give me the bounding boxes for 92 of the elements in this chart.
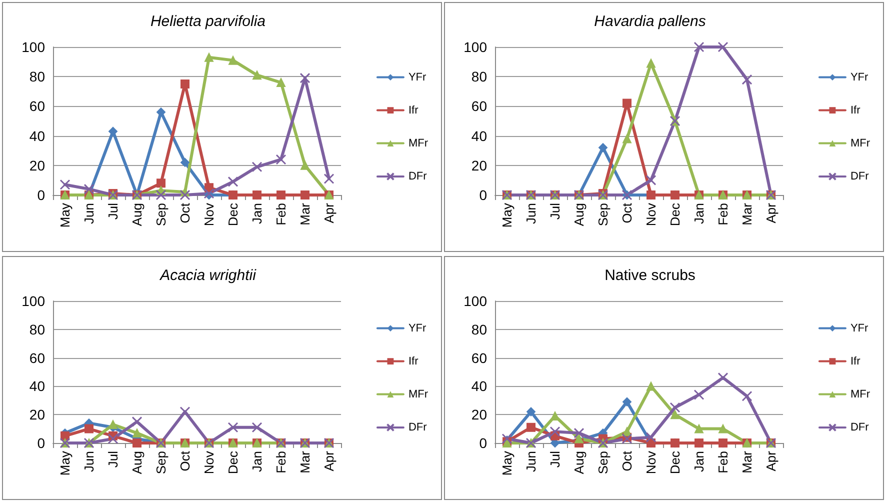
x-tick-label: Oct <box>178 202 192 224</box>
y-tick-label: 100 <box>22 293 46 309</box>
y-tick-label: 100 <box>22 39 46 55</box>
x-tick-label: Jan <box>250 203 264 224</box>
x-tick-label: Dec <box>668 450 682 474</box>
y-tick-label: 0 <box>479 435 488 451</box>
legend-label: YFr <box>850 322 869 334</box>
y-tick-label: 20 <box>471 406 488 423</box>
legend-label: DFr <box>408 422 428 434</box>
x-tick-label: Nov <box>202 202 216 226</box>
legend-label: MFr <box>408 388 428 400</box>
y-tick-label: 40 <box>29 128 46 144</box>
x-tick-label: Aug <box>572 451 586 474</box>
legend-label: Ifr <box>408 355 419 368</box>
legend-label: YFr <box>408 71 427 84</box>
legend-label: MFr <box>408 137 428 150</box>
y-tick-label: 60 <box>471 350 488 366</box>
y-tick-label: 80 <box>29 321 46 338</box>
x-tick-label: Nov <box>202 450 216 474</box>
x-tick-label: Apr <box>764 450 778 472</box>
x-tick-label: Aug <box>572 203 586 226</box>
x-tick-label: Apr <box>764 202 778 224</box>
x-tick-label: Feb <box>274 451 288 474</box>
x-tick-label: Apr <box>322 450 336 472</box>
chart-title: Acacia wrightii <box>159 267 257 284</box>
x-tick-label: Sep <box>596 203 610 226</box>
x-tick-label: Jul <box>548 202 562 220</box>
x-tick-label: Oct <box>178 450 192 472</box>
x-tick-label: Apr <box>322 202 336 224</box>
legend-label: YFr <box>408 322 427 334</box>
chart-title: Helietta parvifolia <box>150 13 266 30</box>
y-tick-label: 20 <box>29 406 46 423</box>
x-tick-label: Dec <box>226 450 240 474</box>
x-tick-label: Oct <box>620 202 634 224</box>
y-tick-label: 80 <box>29 68 46 85</box>
x-tick-label: Jun <box>82 451 96 472</box>
legend-label: DFr <box>850 170 870 182</box>
x-tick-label: Jul <box>106 202 120 220</box>
chart-title: Native scrubs <box>604 267 696 284</box>
x-tick-label: May <box>500 450 514 476</box>
y-tick-label: 40 <box>471 128 488 144</box>
y-tick-label: 100 <box>464 39 488 55</box>
x-tick-label: Mar <box>740 450 754 474</box>
x-tick-label: May <box>500 202 514 228</box>
x-tick-label: Nov <box>644 202 658 226</box>
x-tick-label: Jul <box>548 450 562 468</box>
x-tick-label: Aug <box>130 451 144 474</box>
x-tick-label: Sep <box>154 451 168 474</box>
x-tick-label: Jan <box>692 451 706 472</box>
x-tick-label: Jun <box>82 203 96 224</box>
x-tick-label: Mar <box>740 202 754 226</box>
x-tick-label: May <box>58 202 72 228</box>
legend-label: YFr <box>850 71 869 84</box>
legend-label: DFr <box>408 170 428 182</box>
x-tick-label: Sep <box>154 203 168 226</box>
x-tick-label: Sep <box>596 451 610 474</box>
legend-label: MFr <box>850 388 870 400</box>
x-tick-label: Feb <box>716 451 730 474</box>
chart-title: Havardia pallens <box>594 13 706 30</box>
x-tick-label: Jun <box>524 203 538 224</box>
x-tick-label: Jan <box>250 451 264 472</box>
y-tick-label: 0 <box>37 187 46 203</box>
x-tick-label: Jul <box>106 450 120 468</box>
x-tick-label: Mar <box>298 450 312 474</box>
legend-label: Ifr <box>850 104 861 116</box>
y-tick-label: 0 <box>479 187 488 203</box>
y-tick-label: 40 <box>29 378 46 394</box>
legend-label: Ifr <box>850 355 861 368</box>
x-tick-label: Dec <box>226 202 240 226</box>
x-tick-label: Aug <box>130 203 144 226</box>
y-tick-label: 20 <box>471 157 488 174</box>
y-tick-label: 60 <box>471 98 488 114</box>
x-tick-label: Nov <box>644 450 658 474</box>
x-tick-label: Feb <box>274 203 288 226</box>
legend-label: Ifr <box>408 104 419 116</box>
x-tick-label: Feb <box>716 203 730 226</box>
y-tick-label: 20 <box>29 157 46 174</box>
y-tick-label: 80 <box>471 68 488 85</box>
x-tick-label: Jun <box>524 451 538 472</box>
y-tick-label: 100 <box>464 293 488 309</box>
x-tick-label: Dec <box>668 202 682 226</box>
x-tick-label: Mar <box>298 202 312 226</box>
x-tick-label: Oct <box>620 450 634 472</box>
x-tick-label: Jan <box>692 203 706 224</box>
y-tick-label: 80 <box>471 321 488 338</box>
y-tick-label: 60 <box>29 350 46 366</box>
legend-label: MFr <box>850 137 870 150</box>
y-tick-label: 0 <box>37 435 46 451</box>
y-tick-label: 40 <box>471 378 488 394</box>
y-tick-label: 60 <box>29 98 46 114</box>
x-tick-label: May <box>58 450 72 476</box>
legend-label: DFr <box>850 422 870 434</box>
